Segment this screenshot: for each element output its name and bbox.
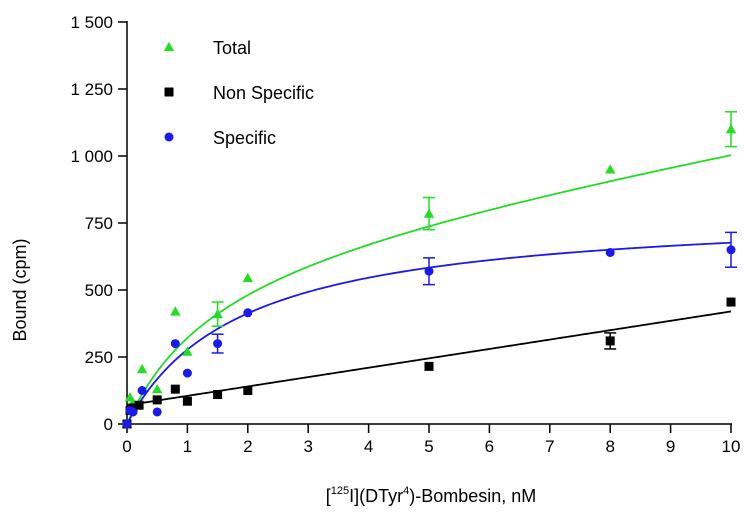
point-non-specific [213, 390, 223, 400]
x-tick-label: 8 [605, 437, 614, 456]
point-specific [152, 407, 162, 417]
point-total [136, 363, 148, 374]
point-total [242, 272, 253, 283]
x-tick-label: 1 [183, 437, 192, 456]
point-specific [128, 407, 138, 417]
point-specific [424, 266, 434, 276]
x-tick-label: 2 [243, 437, 252, 456]
x-tick-label: 6 [485, 437, 494, 456]
point-total [152, 383, 163, 394]
point-specific [170, 339, 180, 349]
point-total [182, 346, 193, 356]
x-axis-title-post: )-Bombesin, nM [409, 486, 536, 506]
x-tick-label: 3 [303, 437, 312, 456]
point-total [423, 208, 435, 218]
point-specific [243, 308, 253, 318]
point-non-specific [424, 361, 434, 371]
fit-curves [126, 154, 732, 425]
y-tick-label: 1 000 [70, 147, 113, 166]
point-non-specific [152, 395, 162, 405]
point-total [170, 306, 181, 316]
data-points [121, 124, 737, 429]
point-non-specific [134, 400, 144, 410]
x-tick-label: 4 [364, 437, 373, 456]
x-axis-title-sup1: 125 [331, 485, 349, 497]
point-total [212, 308, 223, 319]
y-tick-label: 1 500 [70, 13, 113, 32]
point-specific [122, 419, 132, 429]
legend-marker-non-specific [164, 87, 174, 97]
fit-curve-total [126, 154, 732, 425]
legend-label-total: Total [213, 38, 251, 58]
point-specific [726, 245, 736, 255]
y-tick-label: 0 [104, 415, 113, 434]
fit-curve-non-specific [126, 310, 732, 407]
point-total [605, 164, 616, 174]
point-specific [182, 368, 192, 378]
point-non-specific [182, 396, 192, 406]
y-tick-label: 500 [85, 281, 113, 300]
y-tick-label: 750 [85, 214, 113, 233]
legend-marker-specific [164, 132, 174, 142]
x-axis-title: [125I](DTyr4)-Bombesin, nM [326, 485, 537, 506]
x-tick-label: 0 [122, 437, 131, 456]
x-tick-label: 9 [666, 437, 675, 456]
point-specific [213, 339, 223, 349]
point-non-specific [726, 297, 736, 307]
x-axis-title-sup2: 4 [403, 485, 409, 497]
axes: 0 250 500 750 1 000 1 250 1 500 0 1 2 3 4 5 6 7 8 9 10 [70, 13, 740, 456]
point-non-specific [243, 386, 253, 395]
point-specific [137, 386, 147, 395]
y-tick-label: 250 [85, 348, 113, 367]
legend: Total Non Specific Specific [163, 38, 314, 148]
x-tick-label: 7 [545, 437, 554, 456]
y-tick-label: 1 250 [70, 80, 113, 99]
legend-label-specific: Specific [213, 128, 276, 148]
x-tick-label: 5 [424, 437, 433, 456]
point-non-specific [605, 336, 615, 346]
legend-marker-total [163, 41, 175, 52]
x-axis-title-pre: [ [326, 486, 331, 506]
error-bars [211, 111, 737, 354]
x-axis-title-mid: I](DTyr [349, 486, 403, 506]
y-axis-title: Bound (cpm) [10, 238, 30, 341]
legend-label-non-specific: Non Specific [213, 83, 314, 103]
point-specific [605, 247, 615, 257]
point-non-specific [170, 384, 180, 394]
point-total [725, 124, 737, 134]
x-tick-label: 10 [722, 437, 741, 456]
